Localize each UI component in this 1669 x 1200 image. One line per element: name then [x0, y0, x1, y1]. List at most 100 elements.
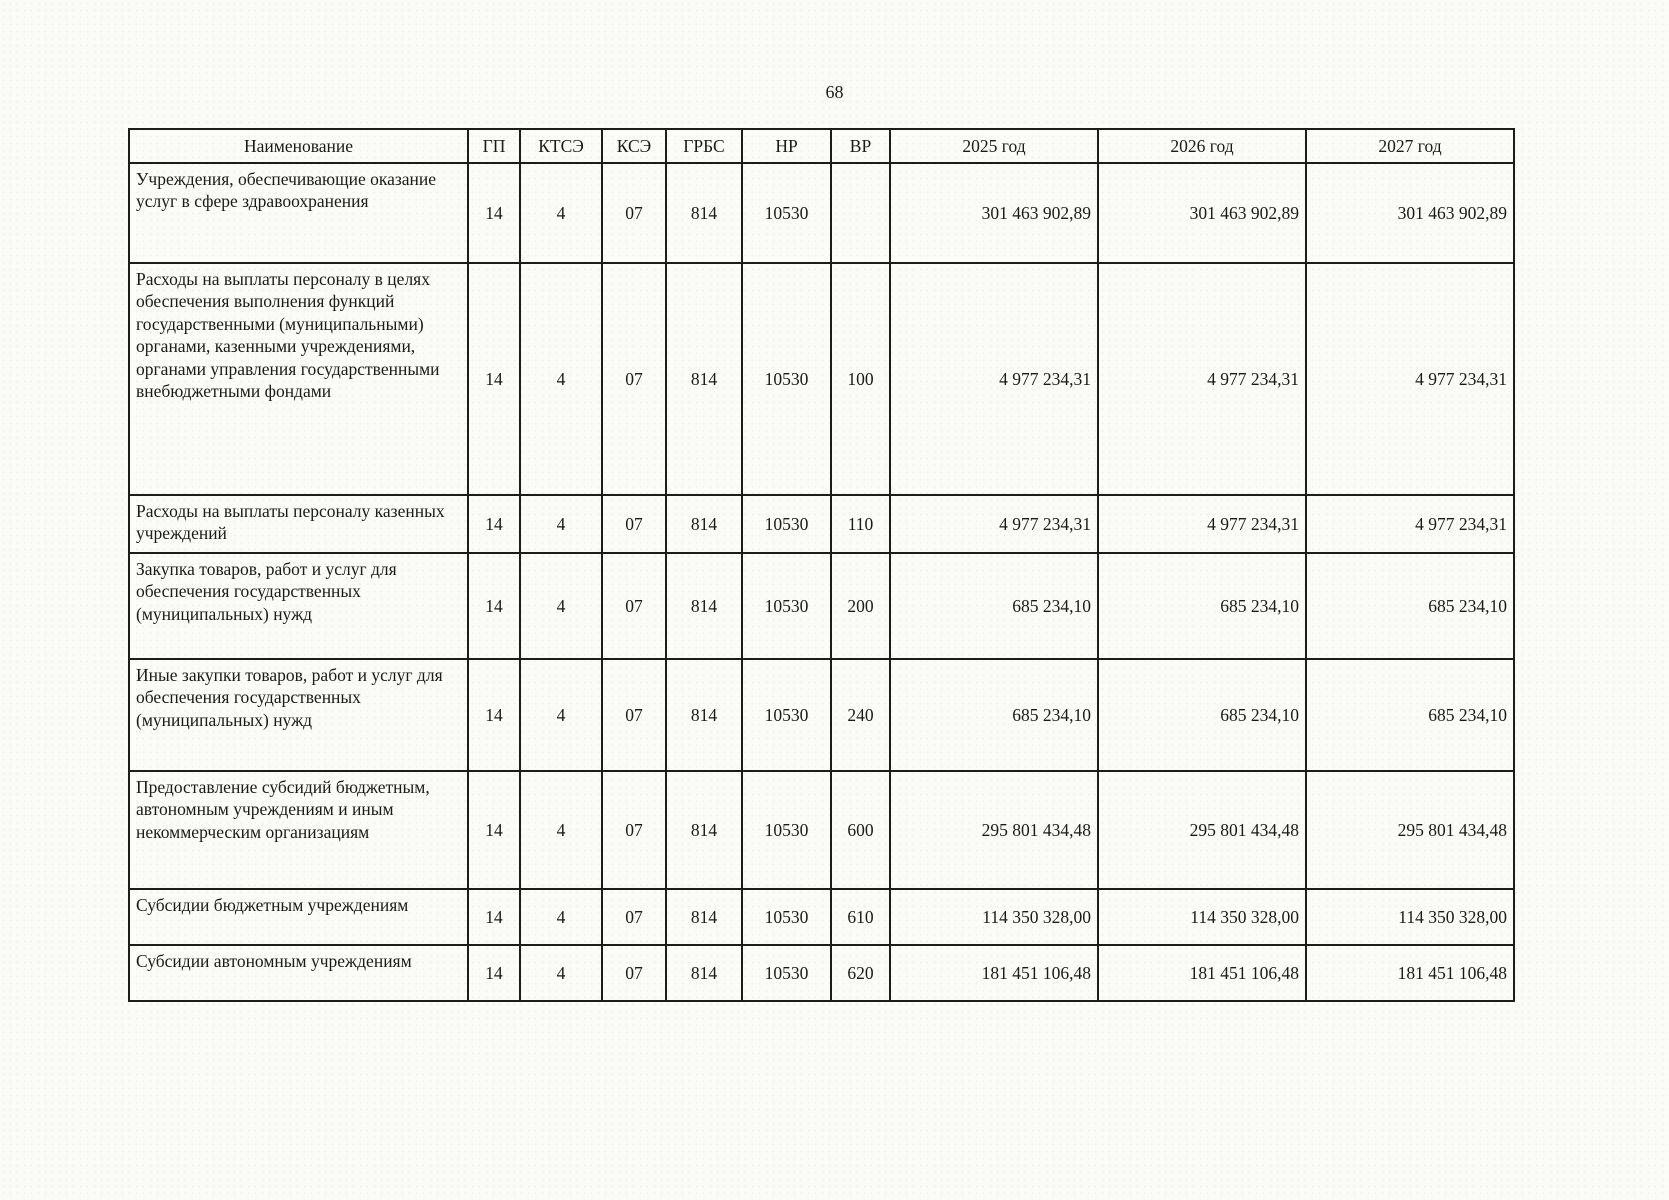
cell-name: Расходы на выплаты персоналу в целях обе…	[128, 262, 469, 496]
cell-2027: 4 977 234,31	[1305, 494, 1515, 554]
cell-2025: 301 463 902,89	[889, 162, 1099, 264]
cell-2026: 295 801 434,48	[1097, 770, 1307, 890]
cell-nr: 10530	[741, 770, 832, 890]
table-row: Закупка товаров, работ и услуг для обесп…	[128, 552, 1515, 660]
cell-gp: 14	[467, 494, 521, 554]
cell-2027: 114 350 328,00	[1305, 888, 1515, 946]
cell-2026: 301 463 902,89	[1097, 162, 1307, 264]
cell-grbs: 814	[665, 770, 743, 890]
cell-2026: 4 977 234,31	[1097, 494, 1307, 554]
cell-gp: 14	[467, 770, 521, 890]
cell-2026: 181 451 106,48	[1097, 944, 1307, 1002]
cell-2026: 685 234,10	[1097, 658, 1307, 772]
cell-kse: 07	[601, 552, 667, 660]
cell-2027: 301 463 902,89	[1305, 162, 1515, 264]
cell-ktse: 4	[519, 658, 603, 772]
cell-kse: 07	[601, 888, 667, 946]
cell-2027: 4 977 234,31	[1305, 262, 1515, 496]
cell-2026: 685 234,10	[1097, 552, 1307, 660]
table-row: Предоставление субсидий бюджетным, автон…	[128, 770, 1515, 890]
table-row: Расходы на выплаты персоналу в целях обе…	[128, 262, 1515, 496]
cell-grbs: 814	[665, 162, 743, 264]
table-row: Расходы на выплаты персоналу казенных уч…	[128, 494, 1515, 554]
cell-nr: 10530	[741, 944, 832, 1002]
table-row: Субсидии автономным учреждениям 14 4 07 …	[128, 944, 1515, 1002]
cell-nr: 10530	[741, 658, 832, 772]
column-header-nr: НР	[741, 128, 832, 164]
cell-2025: 685 234,10	[889, 658, 1099, 772]
cell-name: Субсидии автономным учреждениям	[128, 944, 469, 1002]
cell-ktse: 4	[519, 262, 603, 496]
cell-kse: 07	[601, 658, 667, 772]
cell-vr: 100	[830, 262, 891, 496]
cell-2025: 181 451 106,48	[889, 944, 1099, 1002]
cell-2025: 4 977 234,31	[889, 262, 1099, 496]
cell-gp: 14	[467, 888, 521, 946]
cell-2026: 114 350 328,00	[1097, 888, 1307, 946]
cell-grbs: 814	[665, 552, 743, 660]
cell-nr: 10530	[741, 162, 832, 264]
cell-vr: 240	[830, 658, 891, 772]
cell-gp: 14	[467, 162, 521, 264]
column-header-2027: 2027 год	[1305, 128, 1515, 164]
table-row: Субсидии бюджетным учреждениям 14 4 07 8…	[128, 888, 1515, 946]
cell-ktse: 4	[519, 770, 603, 890]
page-number: 68	[825, 82, 844, 102]
budget-table: Наименование ГП КТСЭ КСЭ ГРБС НР ВР 2025…	[128, 128, 1515, 1002]
cell-kse: 07	[601, 162, 667, 264]
cell-name: Расходы на выплаты персоналу казенных уч…	[128, 494, 469, 554]
cell-name: Субсидии бюджетным учреждениям	[128, 888, 469, 946]
cell-name: Иные закупки товаров, работ и услуг для …	[128, 658, 469, 772]
cell-vr: 110	[830, 494, 891, 554]
cell-nr: 10530	[741, 552, 832, 660]
cell-name: Учреждения, обеспечивающие оказание услу…	[128, 162, 469, 264]
cell-gp: 14	[467, 552, 521, 660]
cell-grbs: 814	[665, 262, 743, 496]
column-header-2026: 2026 год	[1097, 128, 1307, 164]
budget-table-wrapper: Наименование ГП КТСЭ КСЭ ГРБС НР ВР 2025…	[128, 128, 1515, 1002]
cell-vr: 200	[830, 552, 891, 660]
cell-2026: 4 977 234,31	[1097, 262, 1307, 496]
cell-kse: 07	[601, 494, 667, 554]
cell-2025: 114 350 328,00	[889, 888, 1099, 946]
cell-grbs: 814	[665, 658, 743, 772]
cell-ktse: 4	[519, 494, 603, 554]
cell-2027: 685 234,10	[1305, 552, 1515, 660]
cell-2027: 295 801 434,48	[1305, 770, 1515, 890]
column-header-vr: ВР	[830, 128, 891, 164]
cell-vr: 620	[830, 944, 891, 1002]
cell-2027: 685 234,10	[1305, 658, 1515, 772]
column-header-2025: 2025 год	[889, 128, 1099, 164]
cell-vr	[830, 162, 891, 264]
cell-nr: 10530	[741, 262, 832, 496]
cell-gp: 14	[467, 262, 521, 496]
column-header-grbs: ГРБС	[665, 128, 743, 164]
cell-kse: 07	[601, 262, 667, 496]
cell-vr: 600	[830, 770, 891, 890]
cell-gp: 14	[467, 658, 521, 772]
cell-gp: 14	[467, 944, 521, 1002]
cell-kse: 07	[601, 944, 667, 1002]
table-row: Учреждения, обеспечивающие оказание услу…	[128, 162, 1515, 264]
column-header-name: Наименование	[128, 128, 469, 164]
cell-2027: 181 451 106,48	[1305, 944, 1515, 1002]
cell-2025: 4 977 234,31	[889, 494, 1099, 554]
cell-ktse: 4	[519, 162, 603, 264]
cell-grbs: 814	[665, 888, 743, 946]
cell-grbs: 814	[665, 944, 743, 1002]
cell-nr: 10530	[741, 888, 832, 946]
cell-name: Предоставление субсидий бюджетным, автон…	[128, 770, 469, 890]
column-header-gp: ГП	[467, 128, 521, 164]
cell-ktse: 4	[519, 552, 603, 660]
cell-ktse: 4	[519, 888, 603, 946]
cell-2025: 685 234,10	[889, 552, 1099, 660]
cell-ktse: 4	[519, 944, 603, 1002]
cell-nr: 10530	[741, 494, 832, 554]
cell-2025: 295 801 434,48	[889, 770, 1099, 890]
cell-name: Закупка товаров, работ и услуг для обесп…	[128, 552, 469, 660]
cell-grbs: 814	[665, 494, 743, 554]
column-header-kse: КСЭ	[601, 128, 667, 164]
cell-kse: 07	[601, 770, 667, 890]
table-header-row: Наименование ГП КТСЭ КСЭ ГРБС НР ВР 2025…	[128, 128, 1515, 164]
table-row: Иные закупки товаров, работ и услуг для …	[128, 658, 1515, 772]
